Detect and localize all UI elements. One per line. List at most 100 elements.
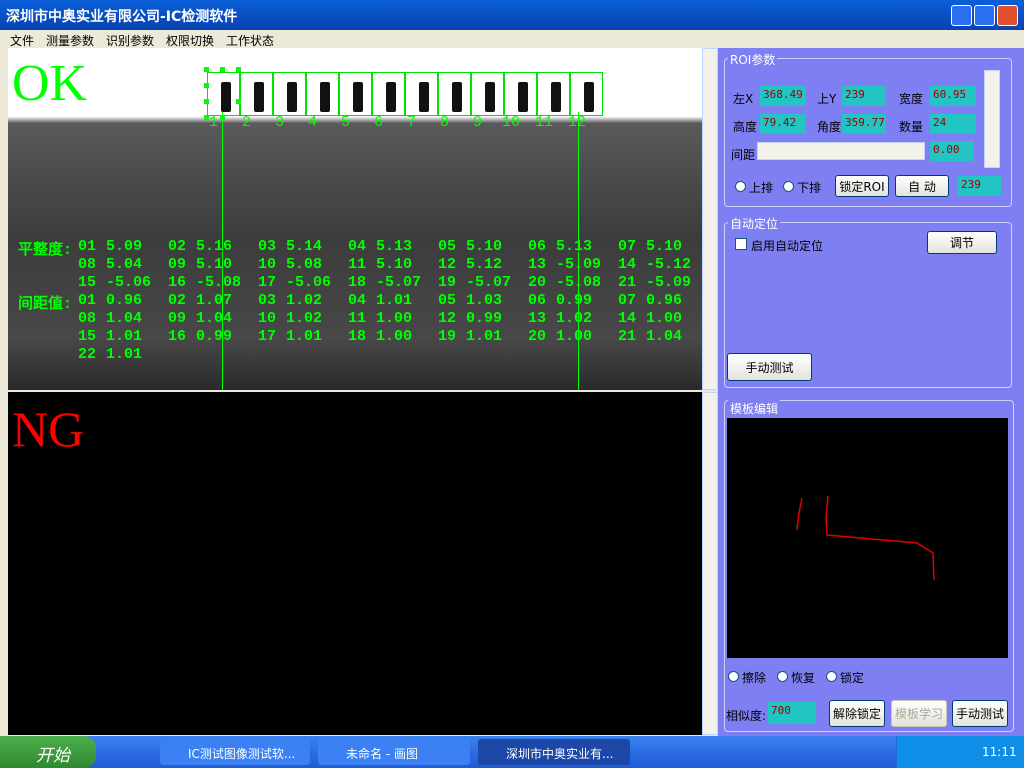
task-button[interactable]: 深圳市中奥实业有... <box>478 739 630 765</box>
roi-title: ROI参数 <box>728 51 778 68</box>
item-value: 1.04 <box>106 310 143 327</box>
item-id: 20 <box>528 328 547 345</box>
pin <box>551 82 561 112</box>
window-title: 深圳市中奥实业有限公司-IC检测软件 <box>6 9 238 25</box>
pin-box <box>372 72 405 116</box>
item-value: 1.01 <box>106 346 143 363</box>
template-button: 模板学习 <box>891 700 947 727</box>
field-value[interactable]: 359.77 <box>842 114 886 134</box>
field-value[interactable]: 24 <box>930 114 976 134</box>
spacing-value[interactable]: 0.00 <box>930 141 974 161</box>
pin-number: 3 <box>275 114 285 131</box>
task-button[interactable]: 未命名 - 画图 <box>318 739 470 765</box>
item-value: -5.08 <box>556 274 602 291</box>
item-id: 04 <box>348 292 367 309</box>
pin-number: 1 <box>209 114 219 131</box>
item-id: 04 <box>348 238 367 255</box>
item-id: 18 <box>348 328 367 345</box>
item-id: 18 <box>348 274 367 291</box>
pin-number: 9 <box>473 114 483 131</box>
pin-number: 2 <box>242 114 252 131</box>
field-value[interactable]: 368.49 <box>760 86 806 106</box>
ok-scrollbar[interactable] <box>702 48 718 390</box>
auto-button[interactable]: 自 动 <box>895 175 949 197</box>
ok-status: OK <box>12 55 88 112</box>
item-value: -5.07 <box>466 274 512 291</box>
radio[interactable] <box>728 671 739 682</box>
pin-box <box>306 72 339 116</box>
item-value: 5.12 <box>466 256 503 273</box>
close-button[interactable] <box>997 5 1018 26</box>
maximize-button[interactable] <box>974 5 995 26</box>
item-id: 03 <box>258 238 277 255</box>
field-value[interactable]: 239 <box>842 86 886 106</box>
item-id: 05 <box>438 292 457 309</box>
radio-label: 下排 <box>797 181 822 195</box>
item-id: 22 <box>78 346 97 363</box>
task-button[interactable]: IC测试图像测试软... <box>160 739 310 765</box>
item-id: 10 <box>258 256 277 273</box>
item-value: 1.04 <box>646 328 683 345</box>
template-group <box>724 400 1014 732</box>
roi-scrollbar[interactable] <box>984 70 1000 168</box>
auto-group <box>724 222 1012 388</box>
item-id: 06 <box>528 292 547 309</box>
pin-box <box>240 72 273 116</box>
item-id: 02 <box>168 292 187 309</box>
template-title: 模板编辑 <box>728 400 781 417</box>
template-button[interactable]: 手动测试 <box>952 700 1008 727</box>
item-id: 20 <box>528 274 547 291</box>
radio[interactable] <box>777 671 788 682</box>
menu-item[interactable]: 识别参数 <box>106 34 155 48</box>
clock: 11:11 <box>982 745 1017 759</box>
pin-box <box>570 72 603 116</box>
item-id: 07 <box>618 238 637 255</box>
template-button[interactable]: 解除锁定 <box>829 700 885 727</box>
item-id: 01 <box>78 238 97 255</box>
item-id: 19 <box>438 274 457 291</box>
pin-number: 6 <box>374 114 384 131</box>
pin-box <box>339 72 372 116</box>
menu-item[interactable]: 测量参数 <box>46 34 95 48</box>
spacing-label: 间距 <box>731 148 756 162</box>
field-value[interactable]: 79.42 <box>760 114 806 134</box>
menu-item[interactable]: 文件 <box>10 34 35 48</box>
menu-item[interactable]: 工作状态 <box>226 34 275 48</box>
item-id: 07 <box>618 292 637 309</box>
checkbox[interactable] <box>735 238 747 250</box>
item-value: 1.02 <box>286 310 323 327</box>
pin <box>320 82 330 112</box>
template-canvas[interactable] <box>727 418 1008 658</box>
ok-image-panel: OK 1 2 3 4 5 6 7 8 9 10 11 12 平整度: 间距值: 01 5.09 02 5.16 03 5… <box>8 48 702 390</box>
minimize-button[interactable] <box>951 5 972 26</box>
adjust-button[interactable]: 调节 <box>927 231 997 254</box>
item-id: 05 <box>438 238 457 255</box>
item-id: 06 <box>528 238 547 255</box>
item-value: 5.09 <box>106 238 143 255</box>
spacing-slider[interactable] <box>757 142 925 160</box>
item-value: 5.10 <box>196 256 233 273</box>
ng-scrollbar[interactable] <box>702 392 718 735</box>
radio[interactable] <box>826 671 837 682</box>
control-panel: ROI参数 左X 368.49 上Y 239 宽度 60.95 高度 79.42 角度 359.77… <box>718 48 1024 736</box>
radio[interactable] <box>735 181 746 192</box>
flatness-label: 平整度: <box>18 242 73 259</box>
item-id: 09 <box>168 256 187 273</box>
extra-value[interactable]: 239 <box>958 176 1001 196</box>
item-value: 1.02 <box>556 310 593 327</box>
pin-box <box>537 72 570 116</box>
field-value[interactable]: 60.95 <box>930 86 976 106</box>
radio-label: 恢复 <box>791 671 816 685</box>
start-button[interactable]: 开始 <box>0 736 96 768</box>
manual-test-button[interactable]: 手动测试 <box>727 353 812 381</box>
item-value: -5.07 <box>376 274 422 291</box>
radio[interactable] <box>783 181 794 192</box>
pin <box>485 82 495 112</box>
similarity-value[interactable]: 700 <box>768 702 816 724</box>
field-label: 数量 <box>899 120 924 134</box>
item-id: 11 <box>348 310 367 327</box>
item-id: 16 <box>168 328 187 345</box>
menu-item[interactable]: 权限切换 <box>166 34 215 48</box>
lock-roi-button[interactable]: 锁定ROI <box>835 175 889 197</box>
pin-number: 4 <box>308 114 318 131</box>
